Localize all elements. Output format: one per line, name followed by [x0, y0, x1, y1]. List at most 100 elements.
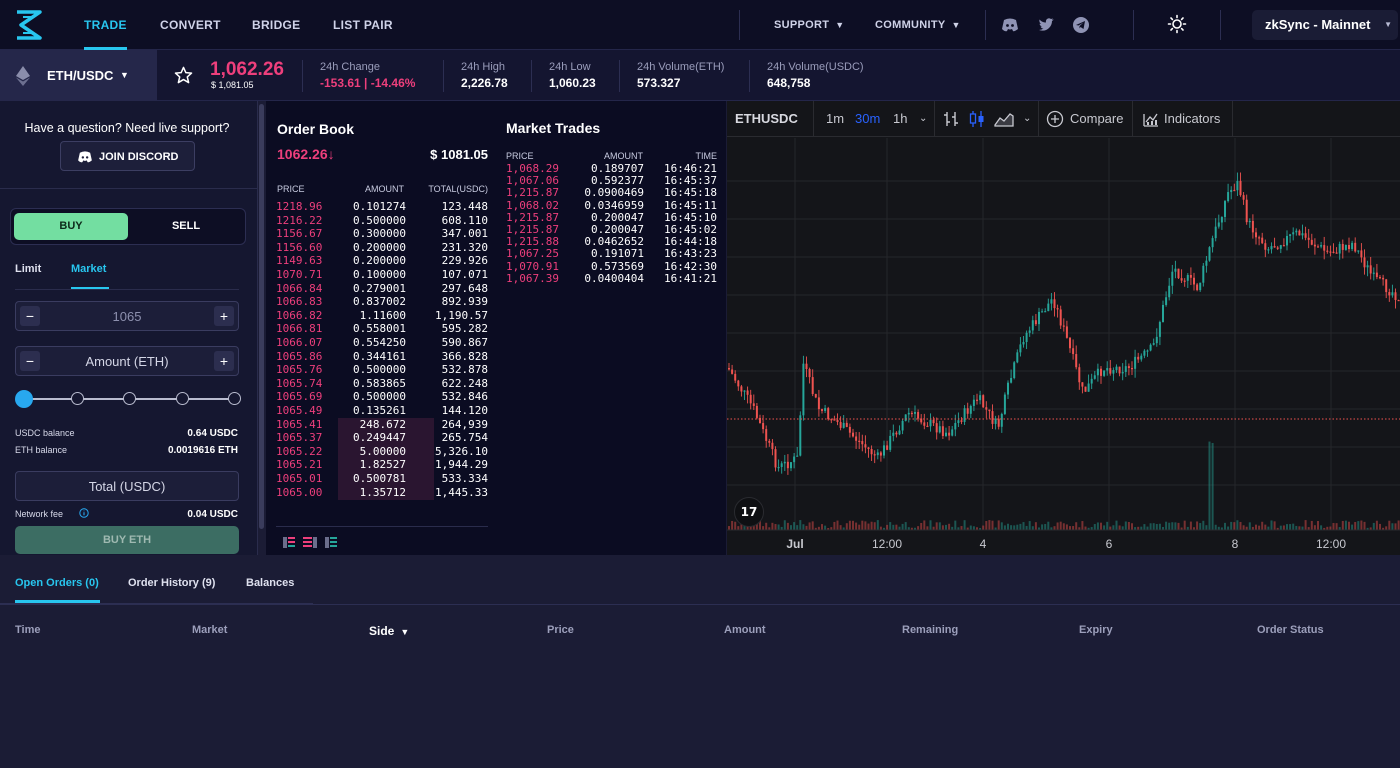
chart-type-dropdown-icon[interactable]: ⌄ — [1023, 113, 1032, 124]
interval-dropdown-icon[interactable]: ⌄ — [919, 113, 928, 124]
trade-panel-scrollbar[interactable] — [259, 104, 264, 529]
orderbook-row[interactable]: 1216.22 0.500000 608.110 — [276, 214, 488, 228]
theme-toggle-icon[interactable] — [1167, 14, 1187, 34]
trade-row[interactable]: 1,215.88 0.0462652 16:44:18 — [506, 235, 718, 248]
orderbook-row[interactable]: 1065.37 0.249447 265.754 — [276, 431, 488, 445]
col-side[interactable]: Side ▼ — [369, 624, 409, 638]
trade-row[interactable]: 1,068.02 0.0346959 16:45:11 — [506, 199, 718, 212]
interval-30m[interactable]: 30m — [855, 111, 881, 126]
orderbook-view-both-icon[interactable] — [283, 537, 295, 548]
slider-step-50[interactable] — [123, 392, 136, 405]
orderbook-row[interactable]: 1065.21 1.82527 1,944.29 — [276, 458, 488, 472]
total-input[interactable]: Total (USDC) — [88, 479, 166, 494]
trade-row[interactable]: 1,068.29 0.189707 16:46:21 — [506, 162, 718, 175]
orderbook-row[interactable]: 1065.01 0.500781 533.334 — [276, 472, 488, 486]
price-field[interactable]: 1065 − + — [15, 301, 239, 331]
nav-community[interactable]: COMMUNITY ▼ — [875, 0, 961, 50]
pair-selector[interactable]: ETH/USDC ▼ — [0, 50, 157, 101]
candles-chart-type-icon[interactable] — [968, 110, 986, 128]
nav-list-pair[interactable]: LIST PAIR — [333, 18, 393, 32]
bar-chart-type-icon[interactable] — [942, 110, 960, 128]
orderbook-row[interactable]: 1065.76 0.500000 532.878 — [276, 363, 488, 377]
col-price[interactable]: Price — [547, 624, 574, 636]
nav-support[interactable]: SUPPORT ▼ — [774, 0, 845, 50]
join-discord-button[interactable]: JOIN DISCORD — [60, 141, 195, 171]
trade-row[interactable]: 1,067.06 0.592377 16:45:37 — [506, 174, 718, 187]
orderbook-row[interactable]: 1065.86 0.344161 366.828 — [276, 350, 488, 364]
orderbook-row[interactable]: 1156.60 0.200000 231.320 — [276, 241, 488, 255]
area-chart-type-icon[interactable] — [994, 110, 1014, 128]
sell-tab-button[interactable]: SELL — [171, 220, 201, 232]
orderbook-row[interactable]: 1218.96 0.101274 123.448 — [276, 200, 488, 214]
orderbook-row[interactable]: 1066.82 1.11600 1,190.57 — [276, 309, 488, 323]
indicators-button[interactable]: Indicators — [1164, 111, 1221, 126]
discord-icon[interactable] — [1001, 16, 1019, 34]
interval-1h[interactable]: 1h — [893, 111, 908, 126]
trade-row[interactable]: 1,215.87 0.200047 16:45:02 — [506, 223, 718, 236]
amount-field[interactable]: Amount (ETH) − + — [15, 346, 239, 376]
col-expiry[interactable]: Expiry — [1079, 624, 1113, 636]
orderbook-row[interactable]: 1065.41 248.672 264,939 — [276, 418, 488, 432]
candlestick-chart[interactable]: Jul 12:00 4 6 8 12:00 — [727, 138, 1400, 555]
twitter-icon[interactable] — [1037, 16, 1055, 34]
trade-row[interactable]: 1,070.91 0.573569 16:42:30 — [506, 260, 718, 273]
chart-symbol[interactable]: ETHUSDC — [735, 111, 798, 126]
orderbook-row[interactable]: 1065.74 0.583865 622.248 — [276, 377, 488, 391]
total-field[interactable]: Total (USDC) — [15, 471, 239, 501]
tab-balances[interactable]: Balances — [246, 577, 295, 589]
tab-order-history[interactable]: Order History (9) — [128, 577, 216, 589]
buy-tab-button[interactable]: BUY — [14, 213, 128, 240]
orderbook-row[interactable]: 1156.67 0.300000 347.001 — [276, 227, 488, 241]
trade-row[interactable]: 1,067.39 0.0400404 16:41:21 — [506, 272, 718, 285]
nav-trade[interactable]: TRADE — [84, 0, 127, 50]
slider-step-25[interactable] — [71, 392, 84, 405]
decrement-button[interactable]: − — [20, 306, 40, 326]
nav-convert[interactable]: CONVERT — [160, 18, 221, 32]
orderbook-row[interactable]: 1066.84 0.279001 297.648 — [276, 282, 488, 296]
col-remaining[interactable]: Remaining — [902, 624, 959, 636]
tradingview-logo-icon[interactable]: 𝟭𝟳 — [734, 497, 764, 527]
increment-button[interactable]: + — [214, 351, 234, 371]
increment-button[interactable]: + — [214, 306, 234, 326]
buy-eth-submit-button[interactable]: BUY ETH — [15, 526, 239, 554]
col-market[interactable]: Market — [192, 624, 228, 636]
network-selector[interactable]: zkSync - Mainnet ▼ — [1252, 10, 1398, 40]
candle-body — [889, 435, 892, 450]
orderbook-row[interactable]: 1065.00 1.35712 1,445.33 — [276, 486, 488, 500]
price-input[interactable]: 1065 — [112, 309, 142, 324]
col-order-status[interactable]: Order Status — [1257, 624, 1324, 636]
ob-total: 5,326.10 — [435, 444, 488, 458]
trade-row[interactable]: 1,215.87 0.0900469 16:45:18 — [506, 187, 718, 199]
orderbook-row[interactable]: 1065.49 0.135261 144.120 — [276, 404, 488, 418]
orderbook-view-bids-icon[interactable] — [325, 537, 337, 548]
orderbook-row[interactable]: 1065.22 5.00000 5,326.10 — [276, 445, 488, 459]
indicators-icon[interactable] — [1142, 110, 1160, 128]
interval-1m[interactable]: 1m — [826, 111, 845, 126]
slider-step-75[interactable] — [176, 392, 189, 405]
decrement-button[interactable]: − — [20, 351, 40, 371]
tab-limit[interactable]: Limit — [15, 263, 42, 275]
favorite-star-icon[interactable] — [174, 66, 193, 84]
orderbook-row[interactable]: 1066.81 0.558001 595.282 — [276, 322, 488, 336]
amount-slider-handle[interactable] — [15, 390, 33, 408]
amount-input[interactable]: Amount (ETH) — [85, 354, 169, 369]
orderbook-row[interactable]: 1065.69 0.500000 532.846 — [276, 390, 488, 404]
col-time[interactable]: Time — [15, 624, 41, 636]
col-amount[interactable]: Amount — [724, 624, 766, 636]
trade-row[interactable]: 1,215.87 0.200047 16:45:10 — [506, 211, 718, 224]
orderbook-row[interactable]: 1149.63 0.200000 229.926 — [276, 254, 488, 268]
compare-plus-icon[interactable] — [1046, 110, 1064, 128]
orderbook-row[interactable]: 1066.07 0.554250 590.867 — [276, 336, 488, 350]
orderbook-row[interactable]: 1066.83 0.837002 892.939 — [276, 295, 488, 309]
slider-step-100[interactable] — [228, 392, 241, 405]
tab-open-orders[interactable]: Open Orders (0) — [15, 577, 99, 589]
tab-market[interactable]: Market — [71, 263, 107, 275]
zigzag-logo-icon[interactable] — [13, 8, 45, 42]
telegram-icon[interactable] — [1072, 16, 1090, 34]
info-icon[interactable] — [79, 508, 89, 518]
orderbook-view-asks-icon[interactable] — [303, 537, 317, 548]
nav-bridge[interactable]: BRIDGE — [252, 18, 301, 32]
trade-row[interactable]: 1,067.25 0.191071 16:43:23 — [506, 248, 718, 260]
orderbook-row[interactable]: 1070.71 0.100000 107.071 — [276, 268, 488, 282]
compare-button[interactable]: Compare — [1070, 111, 1124, 126]
